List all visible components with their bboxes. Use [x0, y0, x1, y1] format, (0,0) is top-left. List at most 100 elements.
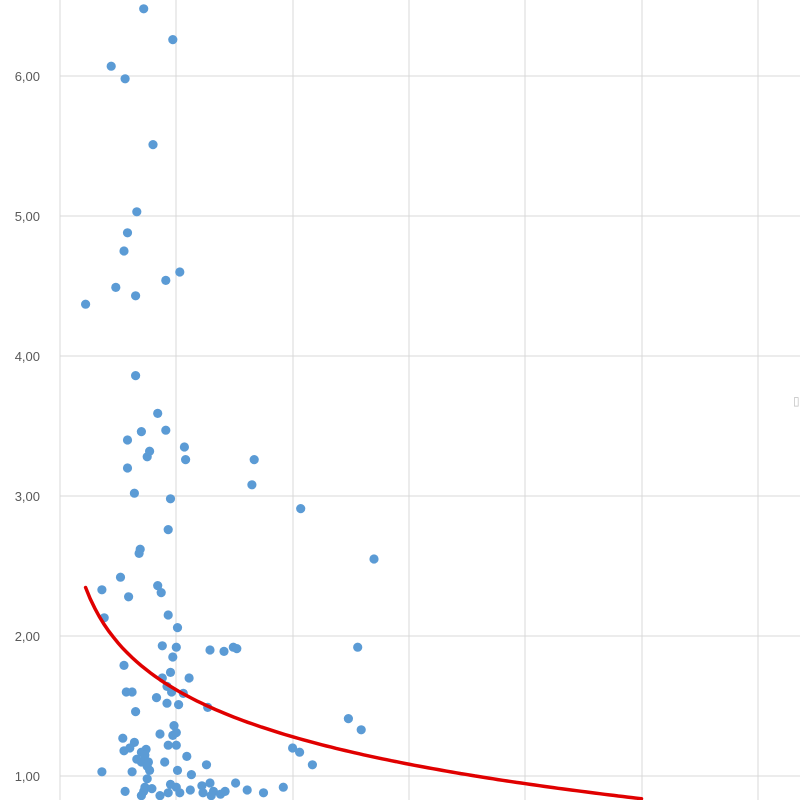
- data-point: [356, 725, 366, 735]
- data-point: [140, 750, 150, 760]
- y-tick-label: 4,00: [15, 349, 40, 364]
- data-point: [153, 581, 163, 591]
- data-points: [81, 4, 379, 800]
- clipped-legend-fragment: ▯: [793, 394, 800, 408]
- data-point: [168, 35, 178, 45]
- y-tick-label: 3,00: [15, 489, 40, 504]
- data-point: [197, 781, 207, 791]
- data-point: [97, 585, 107, 595]
- data-point: [278, 782, 288, 792]
- data-point: [131, 291, 141, 301]
- data-point: [163, 525, 173, 535]
- data-point: [160, 757, 170, 767]
- data-point: [129, 488, 139, 498]
- y-tick-label: 1,00: [15, 769, 40, 784]
- data-point: [205, 645, 215, 655]
- data-point: [97, 767, 107, 777]
- data-point: [106, 61, 116, 71]
- data-point: [249, 455, 259, 465]
- data-point: [119, 660, 129, 671]
- data-point: [343, 714, 353, 724]
- data-point: [165, 779, 176, 790]
- y-tick-label: 2,00: [15, 629, 40, 644]
- data-point: [115, 572, 126, 582]
- data-point: [147, 784, 157, 794]
- data-point: [171, 740, 181, 750]
- data-point: [156, 588, 166, 598]
- data-point: [175, 267, 185, 277]
- data-point: [369, 554, 379, 564]
- data-point: [182, 751, 192, 762]
- data-point: [157, 641, 167, 651]
- data-point: [81, 299, 91, 309]
- data-point: [163, 740, 173, 750]
- data-point: [139, 4, 149, 14]
- data-point: [134, 548, 144, 559]
- data-point: [122, 435, 133, 445]
- data-point: [219, 646, 229, 657]
- data-point: [353, 642, 363, 652]
- data-point: [201, 760, 212, 770]
- data-point: [231, 778, 241, 788]
- data-point: [232, 644, 242, 654]
- data-point: [131, 707, 141, 717]
- data-point: [111, 282, 121, 292]
- data-point: [131, 371, 141, 381]
- data-point: [171, 642, 181, 652]
- data-point: [120, 786, 130, 797]
- data-point: [145, 446, 155, 456]
- data-point: [122, 463, 133, 473]
- data-point: [136, 427, 146, 437]
- data-point: [242, 785, 252, 795]
- data-point: [247, 480, 257, 490]
- data-point: [205, 778, 215, 788]
- data-point: [307, 760, 317, 770]
- y-tick-label: 5,00: [15, 209, 40, 224]
- data-point: [198, 788, 208, 798]
- data-point: [168, 652, 178, 662]
- data-point: [181, 455, 191, 465]
- data-point: [163, 788, 173, 798]
- data-point: [172, 765, 183, 776]
- data-point: [127, 687, 137, 697]
- data-point: [122, 228, 133, 238]
- data-point: [165, 667, 176, 678]
- data-point: [296, 504, 306, 514]
- data-point: [171, 728, 181, 738]
- data-point: [145, 765, 155, 776]
- data-point: [186, 770, 196, 780]
- data-point: [295, 747, 305, 757]
- y-tick-label: 6,00: [15, 69, 40, 84]
- data-point: [161, 275, 171, 285]
- data-point: [258, 788, 269, 798]
- data-point: [119, 246, 129, 256]
- data-point: [153, 408, 163, 418]
- data-point: [124, 592, 134, 602]
- data-point: [155, 729, 165, 739]
- data-point: [288, 743, 298, 753]
- data-point: [184, 673, 194, 683]
- data-point: [165, 494, 176, 504]
- data-point: [163, 610, 173, 620]
- data-point: [148, 140, 158, 150]
- data-point: [140, 782, 150, 792]
- data-point: [175, 788, 185, 798]
- data-point: [174, 700, 184, 710]
- data-point: [185, 785, 195, 795]
- data-point: [120, 74, 130, 84]
- trendline: [83, 585, 644, 800]
- data-point: [132, 207, 142, 217]
- data-point: [162, 698, 172, 708]
- data-point: [172, 623, 183, 633]
- data-point: [169, 721, 179, 731]
- data-point: [119, 746, 129, 756]
- data-point: [118, 733, 128, 743]
- data-point: [136, 791, 146, 800]
- data-point: [206, 791, 216, 800]
- data-point: [151, 693, 162, 703]
- data-point: [179, 442, 189, 452]
- data-point: [155, 791, 165, 800]
- data-point: [161, 425, 171, 435]
- y-axis-tick-labels: 1,00 2,00 3,00 4,00 5,00 6,00: [15, 69, 40, 784]
